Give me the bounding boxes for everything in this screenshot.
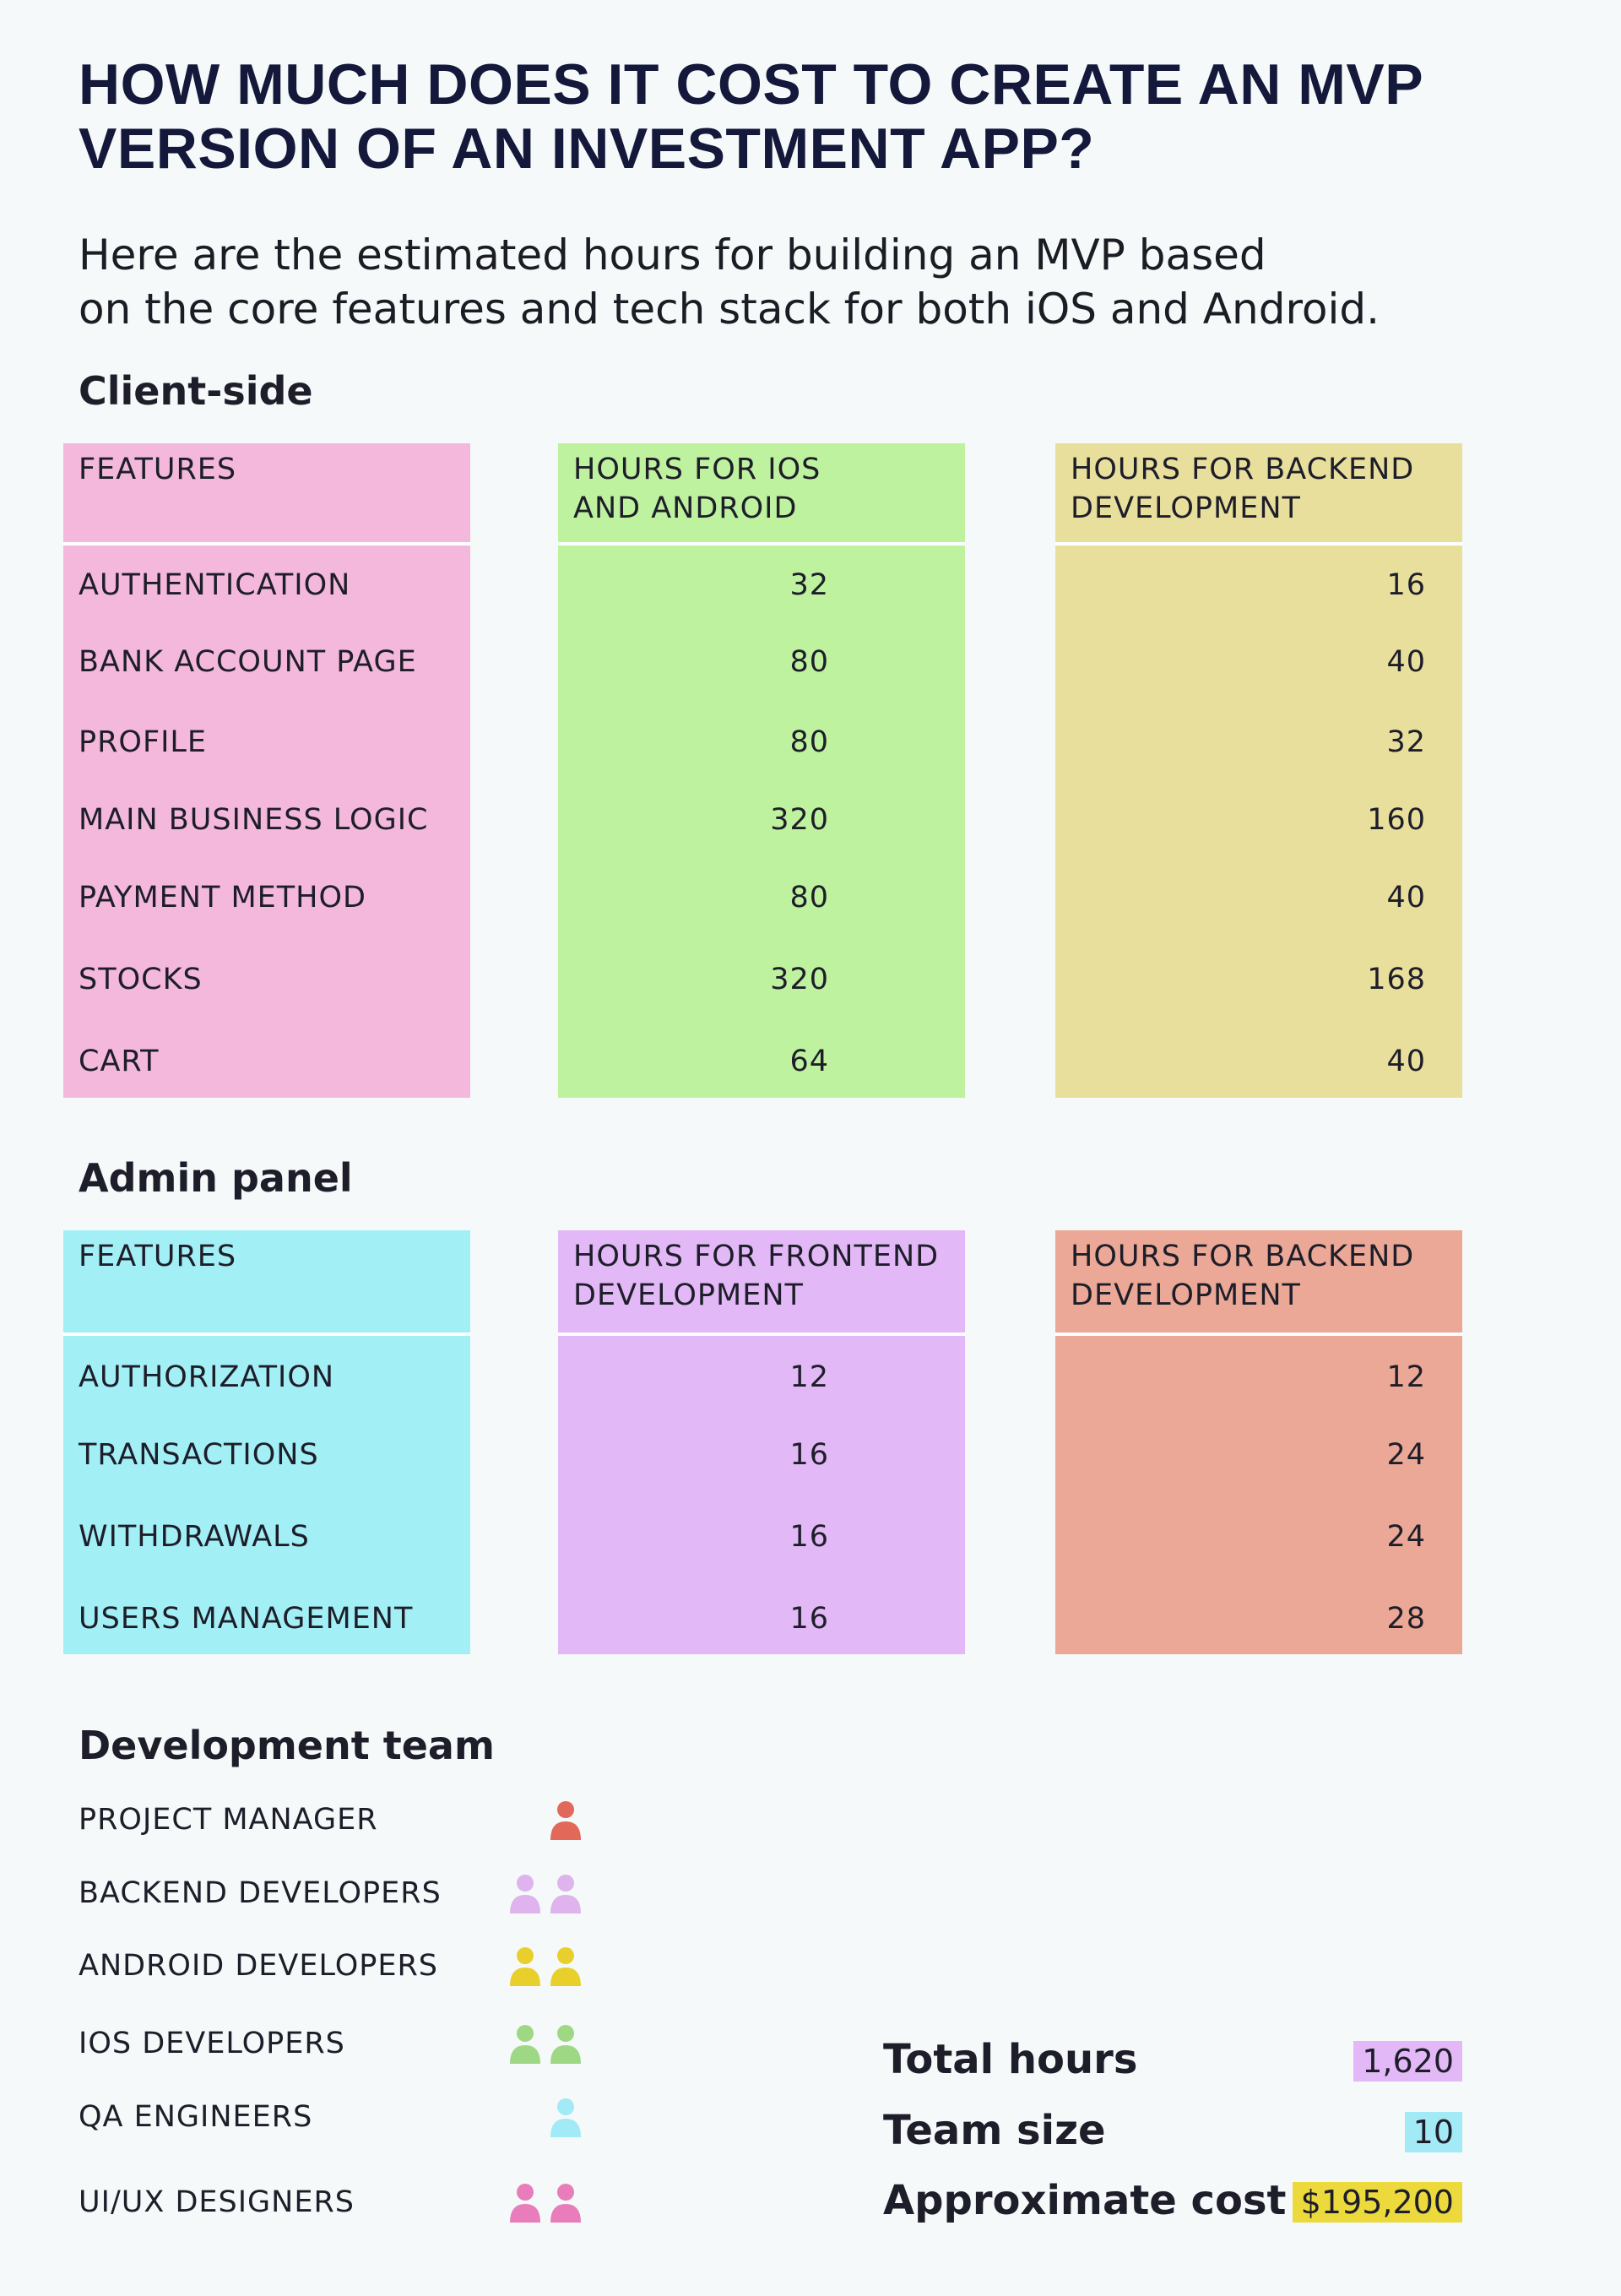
feature: TRANSACTIONS	[79, 1438, 319, 1472]
team-role: IOS DEVELOPERS	[79, 2027, 345, 2060]
person-icon	[510, 1947, 540, 1986]
person-icon	[550, 1875, 581, 1913]
column-header: HOURS FOR IOS AND ANDROID	[573, 453, 821, 525]
hours: 40	[1386, 645, 1426, 679]
feature: CART	[79, 1045, 160, 1078]
column-header: HOURS FOR BACKEND DEVELOPMENT	[1071, 453, 1415, 525]
person-icon	[510, 1875, 540, 1913]
hours: 80	[789, 645, 829, 679]
person-icon	[510, 2025, 540, 2064]
summary-label: Team size	[883, 2107, 1106, 2154]
hours: 168	[1367, 963, 1426, 996]
feature: WITHDRAWALS	[79, 1520, 310, 1554]
summary-value: $195,200	[1292, 2182, 1462, 2223]
hours: 12	[1386, 1360, 1426, 1394]
header-divider	[1055, 542, 1462, 546]
hours: 40	[1386, 1045, 1426, 1078]
person-icon	[550, 2025, 581, 2064]
feature: MAIN BUSINESS LOGIC	[79, 803, 429, 837]
team-role: UI/UX DESIGNERS	[79, 2185, 355, 2219]
column-header: HOURS FOR FRONTEND DEVELOPMENT	[573, 1240, 940, 1312]
person-icon	[550, 1947, 581, 1986]
feature: PAYMENT METHOD	[79, 881, 366, 915]
hours: 16	[789, 1520, 829, 1554]
hours: 32	[789, 568, 829, 602]
hours: 24	[1386, 1520, 1426, 1554]
column-header: HOURS FOR BACKEND DEVELOPMENT	[1071, 1240, 1415, 1312]
feature: USERS MANAGEMENT	[79, 1602, 414, 1636]
summary-value: 1,620	[1353, 2041, 1462, 2082]
header-divider	[558, 542, 965, 546]
team-role: BACKEND DEVELOPERS	[79, 1876, 442, 1910]
header-divider	[558, 1333, 965, 1336]
hours: 64	[789, 1045, 829, 1078]
hours: 16	[789, 1602, 829, 1636]
person-icon	[550, 1801, 581, 1840]
feature: AUTHENTICATION	[79, 568, 351, 602]
feature: AUTHORIZATION	[79, 1360, 335, 1394]
person-icon	[510, 2184, 540, 2223]
feature: PROFILE	[79, 725, 208, 759]
hours: 320	[770, 803, 829, 837]
column-body	[1055, 1230, 1462, 1654]
column-header: FEATURES	[79, 453, 237, 486]
summary-label: Total hours	[883, 2036, 1138, 2083]
summary-label: Approximate cost	[883, 2177, 1287, 2224]
team-role: QA ENGINEERS	[79, 2100, 313, 2134]
team-role: PROJECT MANAGER	[79, 1803, 378, 1837]
hours: 40	[1386, 881, 1426, 915]
column-body	[63, 443, 470, 1098]
person-icon	[550, 2098, 581, 2137]
person-icon	[550, 2184, 581, 2223]
hours: 320	[770, 963, 829, 996]
hours: 24	[1386, 1438, 1426, 1472]
header-divider	[63, 1333, 470, 1336]
header-divider	[63, 542, 470, 546]
feature: STOCKS	[79, 963, 203, 996]
feature: BANK ACCOUNT PAGE	[79, 645, 417, 679]
subtitle: Here are the estimated hours for buildin…	[79, 231, 1380, 334]
hours: 16	[789, 1438, 829, 1472]
column-body	[1055, 443, 1462, 1098]
hours: 80	[789, 881, 829, 915]
section-title: Development team	[79, 1723, 495, 1768]
header-divider	[1055, 1333, 1462, 1336]
hours: 16	[1386, 568, 1426, 602]
column-header: FEATURES	[79, 1240, 237, 1273]
hours: 28	[1386, 1602, 1426, 1636]
section-title: Admin panel	[79, 1155, 353, 1201]
team-role: ANDROID DEVELOPERS	[79, 1949, 439, 1983]
column-body	[558, 443, 965, 1098]
column-body	[63, 1230, 470, 1654]
hours: 160	[1367, 803, 1426, 837]
summary-value: 10	[1404, 2112, 1462, 2152]
hours: 80	[789, 725, 829, 759]
hours: 32	[1386, 725, 1426, 759]
section-title: Client-side	[79, 368, 313, 414]
column-body	[558, 1230, 965, 1654]
title: HOW MUCH DOES IT COST TO CREATE AN MVP V…	[79, 52, 1424, 181]
hours: 12	[789, 1360, 829, 1394]
